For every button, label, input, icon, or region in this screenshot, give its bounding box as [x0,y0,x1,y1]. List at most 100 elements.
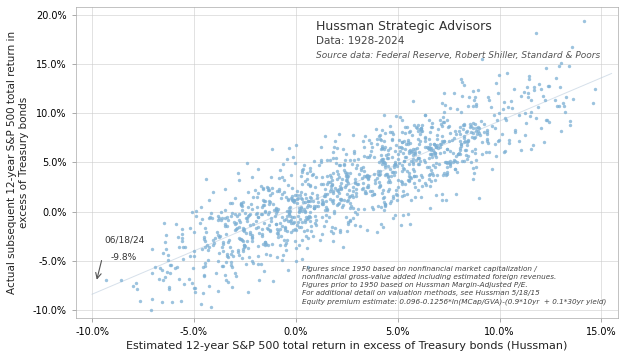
Point [443,125,453,130]
Point [412,146,422,151]
Point [202,243,212,248]
Point [178,245,188,250]
Point [481,149,491,155]
Point [466,129,476,135]
Point [308,198,319,204]
Point [378,146,388,152]
Point [332,176,342,182]
Point [316,214,326,220]
Point [300,219,310,224]
Point [303,182,313,187]
Point [412,158,422,163]
Point [462,140,472,145]
Point [266,185,276,190]
Point [348,216,358,221]
Point [320,207,330,213]
Point [426,145,436,151]
Point [377,190,387,196]
Point [449,158,460,164]
Point [380,199,390,205]
Point [451,154,461,159]
Point [316,159,326,165]
Point [503,104,513,110]
Point [484,149,494,154]
Point [301,245,312,251]
Point [358,185,368,191]
Point [310,220,321,226]
Point [291,227,301,232]
Point [316,157,326,163]
Point [303,198,313,204]
Point [404,178,414,183]
Point [263,242,273,248]
Point [300,208,310,213]
Point [438,173,448,178]
Point [364,154,374,160]
Point [489,112,499,117]
Point [325,179,335,185]
Point [341,215,351,221]
Point [407,149,417,154]
Point [332,203,342,208]
Point [223,280,234,285]
Point [413,187,423,193]
Point [177,238,187,244]
Point [315,237,325,243]
Point [289,198,300,203]
Point [504,137,515,143]
Point [403,177,413,183]
Point [398,188,408,194]
Point [383,186,394,192]
Point [324,157,335,163]
Point [388,173,399,178]
Point [321,198,331,204]
Point [291,245,301,251]
Point [551,75,561,81]
Point [331,160,341,165]
Point [291,258,301,263]
Point [294,224,304,230]
Point [184,276,195,282]
Point [375,182,385,188]
Point [372,141,382,146]
Point [287,214,298,220]
Point [470,134,481,140]
Point [232,213,242,219]
Point [261,251,271,256]
Point [380,164,390,170]
Point [298,166,308,171]
Point [382,155,392,161]
Point [378,159,388,165]
Point [263,226,273,232]
Point [155,265,165,271]
Point [220,215,230,221]
Point [420,159,430,165]
Point [413,161,423,166]
Point [200,225,211,231]
Point [332,201,342,207]
Point [473,87,483,93]
Point [482,127,492,133]
Point [385,129,396,135]
Point [550,97,560,103]
Point [436,191,447,197]
Point [289,214,300,220]
Point [388,131,399,137]
Point [426,151,436,157]
Point [264,202,274,207]
Point [231,226,241,232]
Point [388,169,398,175]
Point [185,253,195,258]
Point [492,153,502,159]
Point [376,156,387,161]
Point [263,187,273,193]
Point [358,138,368,144]
Point [337,202,348,208]
Point [482,139,492,144]
Point [494,110,504,115]
Point [271,205,281,211]
Point [564,64,574,69]
Point [520,110,531,116]
Point [333,131,344,136]
Point [306,228,316,233]
